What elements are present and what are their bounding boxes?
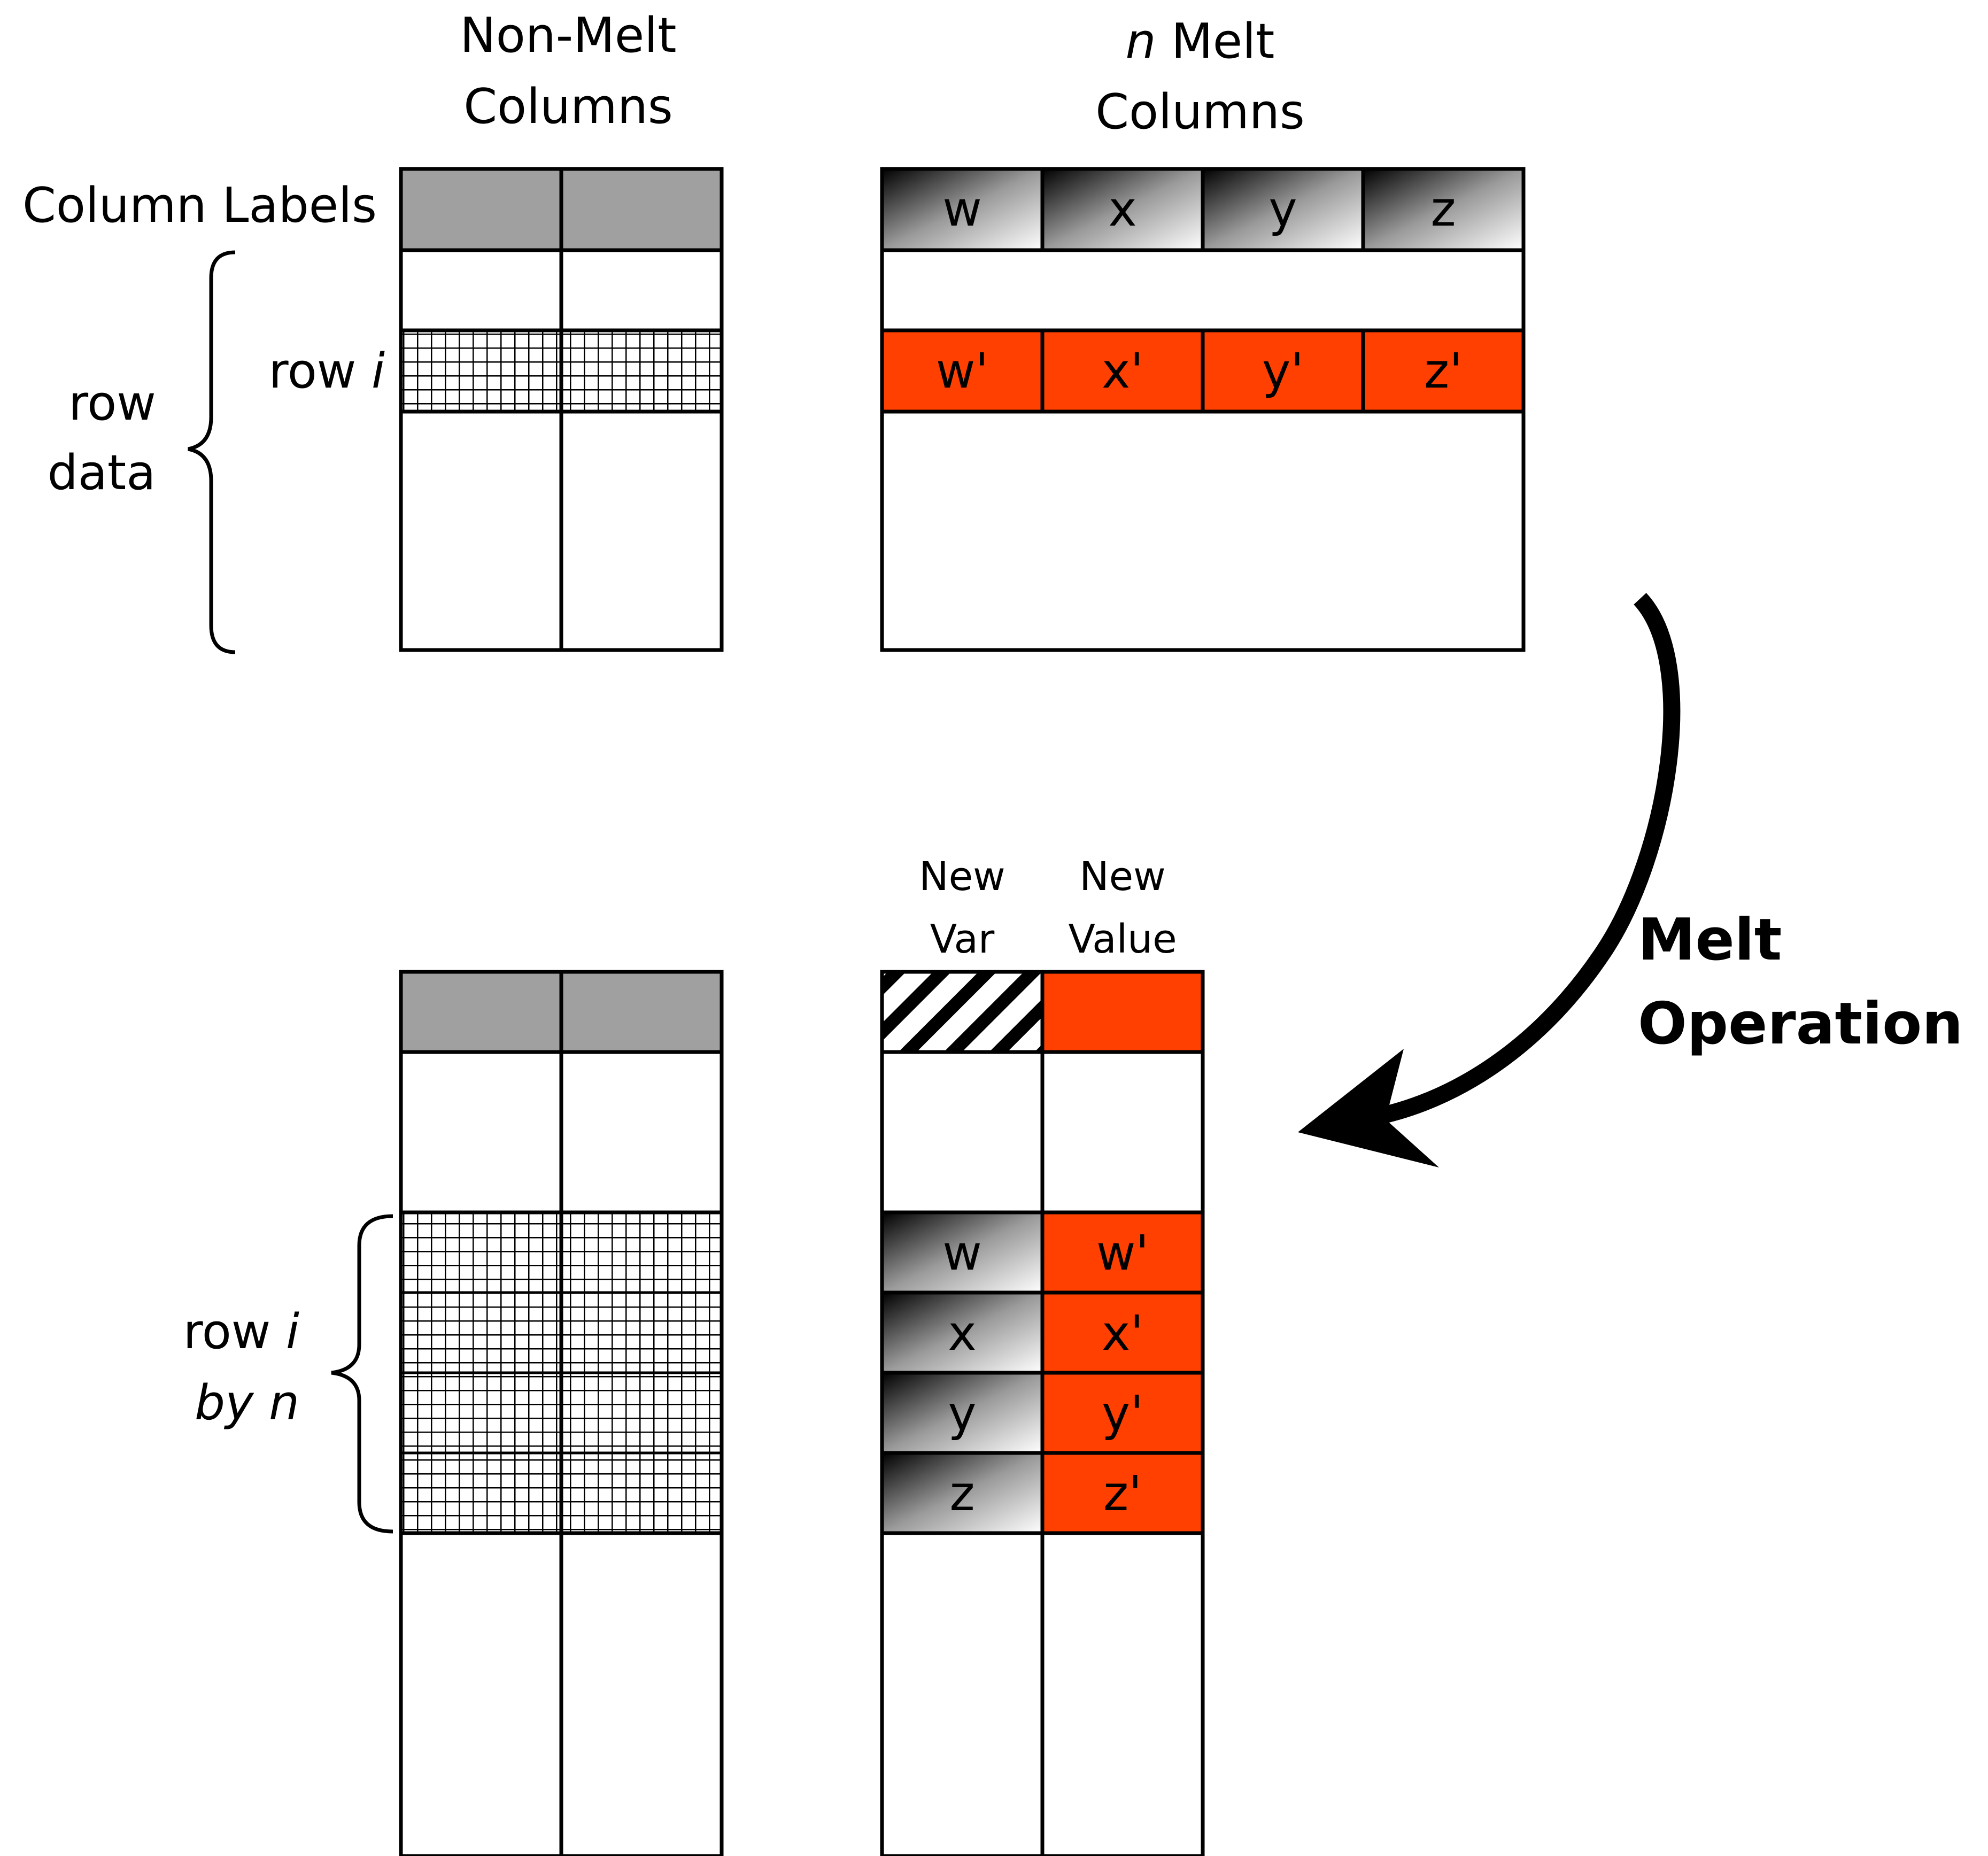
var-cell-z bbox=[882, 1453, 1042, 1533]
row-i-by-n-italic: i bbox=[286, 1304, 299, 1360]
melt-header-z bbox=[1363, 169, 1523, 250]
row-data-label-line2: data bbox=[48, 445, 156, 501]
row-i-label: row i bbox=[269, 343, 385, 399]
new-value-line1: New bbox=[1079, 854, 1165, 900]
melt-title-melt: Melt bbox=[1156, 13, 1275, 69]
new-value-header bbox=[1042, 972, 1203, 1052]
melt-arrow-curve bbox=[1372, 593, 1681, 1126]
new-var-line2: Var bbox=[930, 916, 995, 962]
var-cell-z-label: z bbox=[949, 1466, 974, 1522]
row-i-by-n-brace bbox=[331, 1214, 393, 1534]
var-cell-y bbox=[882, 1373, 1042, 1453]
new-value-line2: Value bbox=[1068, 916, 1177, 962]
melt-header-y bbox=[1203, 169, 1363, 250]
melt-header-z-label: z bbox=[1430, 181, 1456, 237]
melt-header-w-label: w bbox=[942, 181, 982, 237]
var-cell-w bbox=[882, 1212, 1042, 1293]
row-i-plain: row bbox=[269, 343, 372, 399]
var-cell-w-label: w bbox=[942, 1225, 982, 1281]
new-var-line1: New bbox=[919, 854, 1005, 900]
value-cell-y-label: y' bbox=[1102, 1386, 1143, 1442]
row-i-italic: i bbox=[372, 343, 385, 399]
non-melt-columns-title: Non-Melt Columns bbox=[460, 7, 676, 135]
melt-arrow bbox=[1298, 593, 1681, 1167]
top-melt-table: w x y z w' x' y' z' bbox=[880, 167, 1526, 652]
melt-title-line2: Columns bbox=[1095, 84, 1305, 140]
value-cell-x-label: x' bbox=[1102, 1305, 1143, 1362]
melt-title-n: n bbox=[1126, 13, 1156, 69]
melt-value-x-label: x' bbox=[1102, 343, 1143, 399]
row-i-by-n-line1: row i bbox=[183, 1304, 299, 1360]
melt-arrow-head bbox=[1298, 1049, 1439, 1167]
melt-value-w-label: w' bbox=[936, 343, 988, 399]
non-melt-title-line2: Columns bbox=[463, 79, 673, 135]
melt-operation-line1: Melt bbox=[1638, 907, 1782, 973]
column-labels-label: Column Labels bbox=[22, 177, 377, 234]
row-data-label-line1: row bbox=[68, 375, 156, 431]
melt-header-x-label: x bbox=[1108, 181, 1136, 237]
melt-operation-line2: Operation bbox=[1638, 991, 1963, 1057]
bottom-melt-table: w x y z w' x' y' z' bbox=[880, 970, 1205, 1856]
row-i-by-n-line2: by n bbox=[195, 1375, 299, 1431]
melt-header-x bbox=[1042, 169, 1203, 250]
value-cell-z-label: z' bbox=[1103, 1466, 1142, 1522]
melt-header-y-label: y bbox=[1268, 181, 1297, 237]
new-var-header bbox=[882, 972, 1042, 1052]
var-cell-x bbox=[882, 1293, 1042, 1373]
melt-title-line1: n Melt bbox=[1126, 13, 1275, 69]
top-non-melt-table bbox=[399, 167, 724, 652]
melt-header-w bbox=[882, 169, 1042, 250]
melt-value-y-label: y' bbox=[1262, 343, 1304, 399]
non-melt-title-line1: Non-Melt bbox=[460, 7, 676, 64]
row-data-brace bbox=[188, 250, 236, 654]
value-cell-w-label: w' bbox=[1096, 1225, 1149, 1281]
melt-columns-title: n Melt Columns bbox=[1095, 13, 1305, 140]
var-cell-y-label: y bbox=[948, 1386, 976, 1442]
bottom-non-melt-table bbox=[399, 970, 724, 1856]
row-i-by-n-plain: row bbox=[183, 1304, 286, 1360]
var-cell-x-label: x bbox=[948, 1305, 976, 1362]
melt-value-z-label: z' bbox=[1424, 343, 1463, 399]
